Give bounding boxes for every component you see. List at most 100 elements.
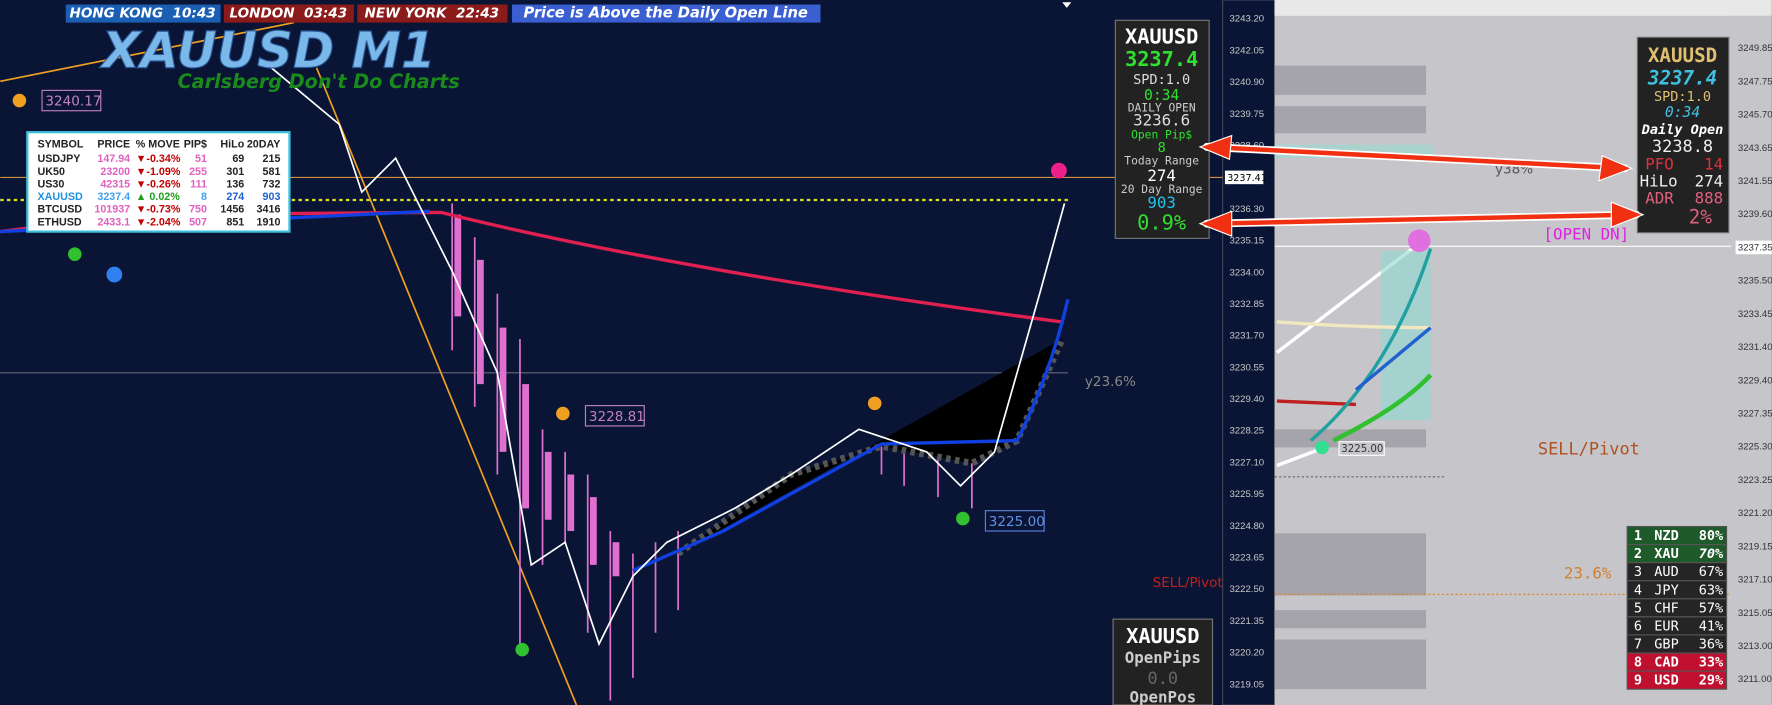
strength-percent: 36% xyxy=(1699,637,1723,653)
marker xyxy=(867,396,882,411)
axis-label: 3243.20 xyxy=(1229,14,1264,25)
price-label: 3225.00 xyxy=(989,514,1045,530)
right-axis xyxy=(1731,15,1772,705)
price-label: 3228.81 xyxy=(589,409,645,425)
axis-label: 3224.80 xyxy=(1229,521,1264,532)
label-box xyxy=(584,405,645,427)
strength-rank: 2 xyxy=(1634,546,1642,562)
axis-label: 3245.70 xyxy=(1738,110,1772,121)
ma xyxy=(1309,248,1433,442)
daily-open: 3236.6 xyxy=(1133,110,1190,129)
market-table xyxy=(26,131,291,233)
axis-label: 3231.40 xyxy=(1738,342,1772,353)
chart-title: XAUUSD M1 xyxy=(99,22,436,80)
axis-label: 3235.50 xyxy=(1738,276,1772,287)
pivot-label: SELL/Pivot xyxy=(1153,575,1223,591)
axis-label: 3219.15 xyxy=(1738,541,1772,552)
symbol: XAUUSD xyxy=(1126,624,1199,648)
axis-label: 3219.05 xyxy=(1229,679,1264,690)
strength-rank: 1 xyxy=(1634,528,1642,544)
strength-row xyxy=(1626,670,1728,690)
table-cell: 147.94 xyxy=(97,153,130,165)
fib-label: y23.6% xyxy=(1085,374,1136,390)
axis-label: 3236.30 xyxy=(1229,204,1264,215)
axis-label: 3225.95 xyxy=(1229,489,1264,500)
strength-percent: 41% xyxy=(1699,618,1723,634)
strength-rank: 3 xyxy=(1634,564,1642,580)
axis-label: 3232.85 xyxy=(1229,299,1264,310)
ma xyxy=(1276,320,1431,330)
range20: 903 xyxy=(1147,193,1176,212)
clock: NEW YORK 22:43 xyxy=(365,6,500,22)
label: Open Pip$ xyxy=(1131,129,1192,142)
spread: SPD:1.0 xyxy=(1654,89,1711,105)
ma xyxy=(0,210,1063,324)
table-cell: 23200 xyxy=(100,166,130,178)
strength-currency: NZD xyxy=(1654,528,1678,544)
table-cell: ▼-0.34% xyxy=(136,153,181,165)
strength-currency: CHF xyxy=(1654,600,1678,616)
table-cell: XAUUSD xyxy=(38,191,84,203)
chart-subtitle: Carlsberg Don't Do Charts xyxy=(178,70,460,93)
ma xyxy=(1332,373,1433,443)
axis-label: 3217.10 xyxy=(1738,575,1772,586)
label: ADR xyxy=(1645,188,1674,207)
label: DAILY OPEN xyxy=(1128,101,1196,114)
label: PFO xyxy=(1645,154,1674,173)
axis-label: 3227.35 xyxy=(1738,408,1772,419)
status: Price is Above the Daily Open Line xyxy=(524,5,808,22)
current-price-box xyxy=(1224,170,1264,185)
axis-label: 3220.20 xyxy=(1229,648,1264,659)
table-cell: USDJPY xyxy=(38,153,81,165)
info-panel xyxy=(1114,19,1210,239)
icon xyxy=(1062,2,1072,8)
strength-currency: JPY xyxy=(1654,582,1678,598)
axis-label: 3243.65 xyxy=(1738,143,1772,154)
table-cell: 42315 xyxy=(100,178,130,190)
axis-label: 3242.05 xyxy=(1229,45,1264,56)
axis-label: 3241.55 xyxy=(1738,176,1772,187)
table-cell: 101937 xyxy=(94,204,130,216)
axis-label: 3240.90 xyxy=(1229,77,1264,88)
strength-currency: GBP xyxy=(1654,637,1678,653)
strength-rank: 4 xyxy=(1634,582,1642,598)
label-box xyxy=(984,510,1045,532)
price: 3237.4 xyxy=(1647,67,1717,90)
label: OpenPos xyxy=(1130,688,1197,705)
axis-label: 3230.55 xyxy=(1229,362,1264,373)
price-axis xyxy=(1222,0,1276,705)
daily-open: 3238.8 xyxy=(1652,136,1713,156)
table-cell: US30 xyxy=(38,178,65,190)
axis-label: 3225.30 xyxy=(1738,442,1772,453)
table-cell: 903 xyxy=(263,191,281,203)
status-box xyxy=(512,4,821,23)
strength-rank: 7 xyxy=(1634,637,1642,653)
axis-label: 3229.40 xyxy=(1738,375,1772,386)
hilo: 274 xyxy=(1695,171,1724,190)
axis-label: 3231.70 xyxy=(1229,331,1264,342)
trendline xyxy=(0,21,295,83)
clock: LONDON 03:43 xyxy=(230,6,348,22)
strength-percent: 33% xyxy=(1699,655,1724,671)
table-cell: 750 xyxy=(189,204,207,216)
table-header: % MOVE xyxy=(136,138,180,150)
marker xyxy=(556,406,570,421)
axis-label: 3223.65 xyxy=(1229,552,1264,563)
table-cell: ETHUSD xyxy=(38,216,82,228)
strength-currency: EUR xyxy=(1654,618,1679,634)
fib-label: 23.6% xyxy=(1564,563,1612,582)
open-state: [OPEN DN] xyxy=(1544,225,1630,244)
table-cell: 3416 xyxy=(257,204,281,216)
price-label: 3240.17 xyxy=(45,94,101,110)
axis-label: 3228.25 xyxy=(1229,426,1264,437)
strength-currency: XAU xyxy=(1654,546,1678,562)
pivot-label: SELL/Pivot xyxy=(1538,439,1640,459)
strength-rank: 8 xyxy=(1634,655,1642,671)
table-cell: 507 xyxy=(189,216,207,228)
axis-label: 3211.00 xyxy=(1738,674,1772,685)
marker xyxy=(1315,440,1329,455)
table-header: PIP$ xyxy=(184,138,207,150)
clock-box xyxy=(65,4,221,23)
table-header: HiLo xyxy=(220,138,244,150)
table-cell: 111 xyxy=(190,178,207,190)
